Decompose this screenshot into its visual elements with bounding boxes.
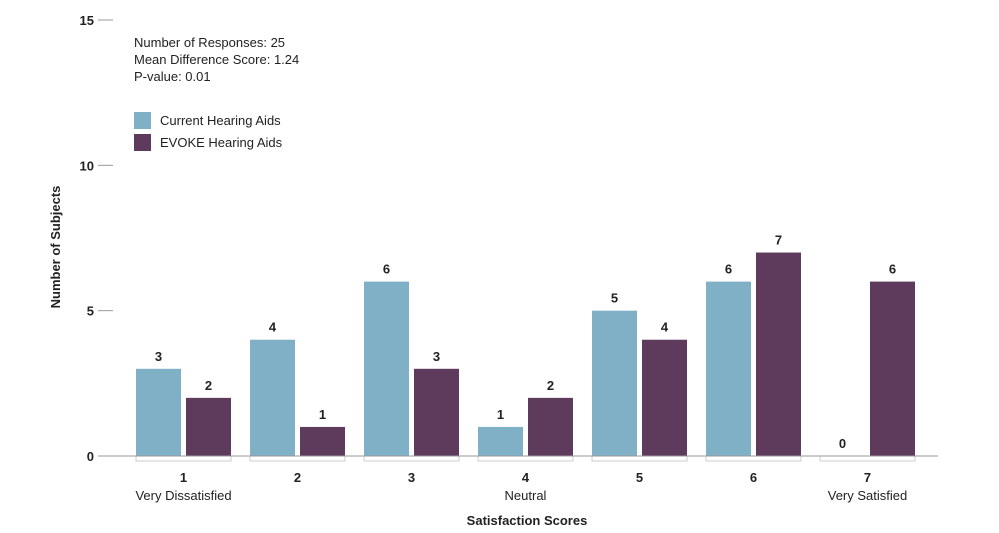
bar-evoke [642,339,687,456]
y-tick-label: 15 [80,13,94,28]
bar-evoke [186,397,231,456]
x-axis: 1 Very Dissatisfied 2 3 4 Neutral 5 6 7 Very Sati… [113,455,938,503]
bar-current [364,281,409,456]
bars: 3 2 4 1 6 3 1 2 5 4 6 7 0 6 [136,233,915,456]
data-label: 1 [497,407,504,422]
y-axis: 0 5 10 15 [80,13,113,464]
y-tick-label: 10 [80,158,94,173]
category-bracket [477,455,574,462]
data-label: 1 [319,407,326,422]
x-tick-label: 1 [180,470,187,485]
category-bracket [819,455,916,462]
legend-label-current: Current Hearing Aids [160,113,281,128]
data-label: 2 [547,378,554,393]
y-tick-label: 5 [87,304,94,319]
bar-evoke [528,397,573,456]
bar-current [250,339,295,456]
category-bracket [705,455,802,462]
data-label: 5 [611,291,618,306]
x-tick-label: 4 [522,470,530,485]
x-tick-label: 2 [294,470,301,485]
data-label: 6 [383,262,390,277]
data-label: 6 [889,262,896,277]
x-tick-label: 5 [636,470,643,485]
chart-annotations: Number of Responses: 25 Mean Difference … [134,35,299,84]
data-label: 2 [205,378,212,393]
legend-label-evoke: EVOKE Hearing Aids [160,135,283,150]
data-label: 3 [433,349,440,364]
y-axis-title: Number of Subjects [48,186,63,309]
data-label: 3 [155,349,162,364]
x-tick-label: 3 [408,470,415,485]
category-bracket [249,455,346,462]
annotation-responses: Number of Responses: 25 [134,35,285,50]
data-label: 7 [775,233,782,248]
category-bracket [363,455,460,462]
data-label: 0 [839,436,846,451]
x-tick-label: 6 [750,470,757,485]
legend: Current Hearing Aids EVOKE Hearing Aids [134,112,283,151]
x-tick-sublabel: Very Dissatisfied [135,488,231,503]
bar-evoke [300,426,345,456]
annotation-p-value: P-value: 0.01 [134,69,211,84]
data-label: 4 [661,320,669,335]
category-bracket [591,455,688,462]
bar-current [478,426,523,456]
bar-current [706,281,751,456]
bar-current [592,310,637,456]
legend-swatch-current [134,112,151,129]
y-tick-label: 0 [87,449,94,464]
bar-evoke [756,252,801,456]
annotation-mean-difference: Mean Difference Score: 1.24 [134,52,299,67]
bar-evoke [870,281,915,456]
x-tick-sublabel: Very Satisfied [828,488,908,503]
x-tick-sublabel: Neutral [505,488,547,503]
category-bracket [135,455,232,462]
bar-current [136,368,181,456]
bar-evoke [414,368,459,456]
x-axis-title: Satisfaction Scores [467,513,588,528]
legend-swatch-evoke [134,134,151,151]
data-label: 6 [725,262,732,277]
x-tick-label: 7 [864,470,871,485]
data-label: 4 [269,320,277,335]
